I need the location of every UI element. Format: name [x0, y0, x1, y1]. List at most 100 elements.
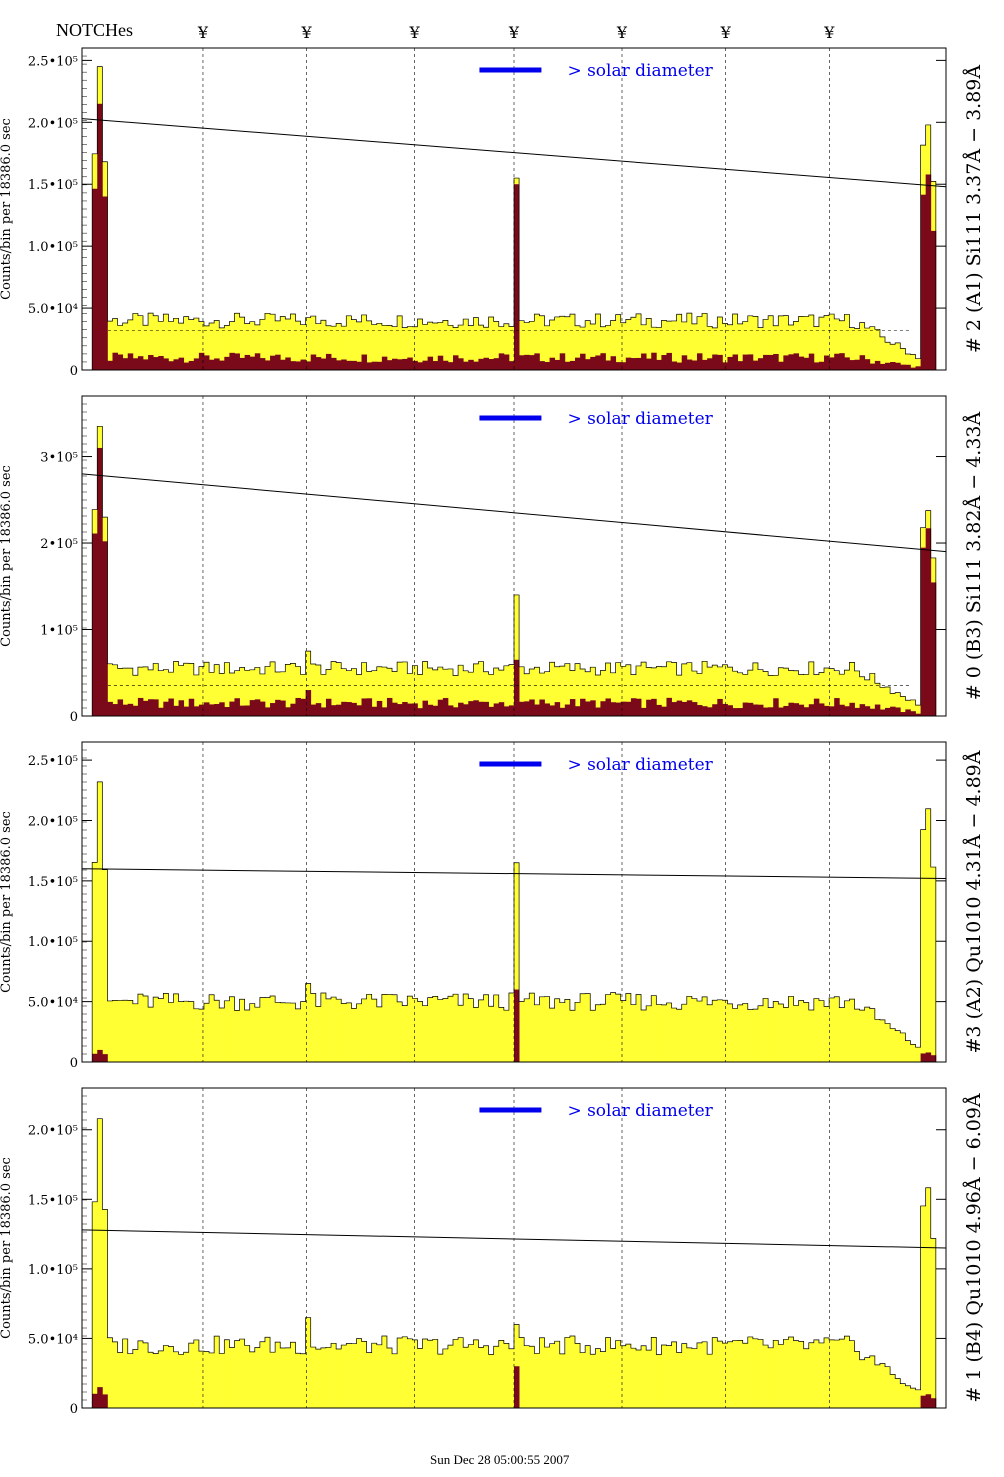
histogram-bar-total: [696, 673, 703, 716]
histogram-bar-total: [214, 1336, 220, 1408]
histogram-bar-total: [798, 674, 805, 716]
histogram-bar-total: [534, 314, 540, 370]
histogram-bar-total: [585, 993, 591, 1062]
histogram-bar-sub: [127, 703, 134, 716]
histogram-bar-total: [397, 1337, 403, 1408]
histogram-bar-total: [707, 1004, 713, 1062]
histogram-bar-sub: [539, 699, 545, 716]
histogram-bar-total: [427, 997, 434, 1062]
histogram-bar-total: [829, 1339, 835, 1408]
notch-marker: ¥: [823, 23, 835, 42]
histogram-bar-total: [117, 668, 124, 716]
histogram-bar-total: [844, 1000, 850, 1062]
histogram-bar-sub: [300, 359, 307, 370]
histogram-bar-total: [564, 1337, 571, 1408]
histogram-bar-sub: [295, 697, 301, 716]
histogram-bar-total: [203, 1351, 210, 1408]
histogram-bar-total: [432, 996, 439, 1062]
histogram-bar-sub: [295, 361, 301, 370]
histogram-bar-total: [879, 687, 886, 716]
histogram-bar-total: [585, 320, 591, 370]
histogram-bar-sub: [270, 703, 276, 716]
histogram-bar-sub: [270, 355, 276, 370]
histogram-bar-sub: [458, 702, 464, 716]
histogram-bar-sub: [463, 361, 469, 370]
histogram-bar-total: [630, 317, 637, 370]
histogram-bar-sub: [773, 353, 779, 370]
histogram-bar-total: [564, 999, 571, 1062]
histogram-bar-total: [366, 320, 373, 370]
histogram-bar-total: [691, 1348, 698, 1408]
histogram-bar-sub: [900, 364, 906, 370]
histogram-bar-total: [341, 1003, 347, 1062]
histogram-bar-total: [173, 993, 179, 1062]
histogram-bar-total: [747, 1009, 754, 1062]
histogram-bar-total: [376, 323, 383, 370]
histogram-bar-total: [183, 663, 190, 716]
histogram-bar-total: [610, 1348, 617, 1408]
histogram-bar-total: [422, 1339, 428, 1408]
histogram-bar-total: [768, 1007, 774, 1062]
histogram-bar-total: [295, 666, 301, 716]
histogram-bar-sub: [488, 359, 495, 370]
histogram-bar-total: [463, 319, 469, 370]
histogram-outline: [82, 425, 946, 717]
histogram-bar-sub: [844, 706, 850, 716]
histogram-bar-total: [590, 667, 596, 716]
histogram-bar-total: [524, 322, 530, 370]
histogram-bar-total: [305, 651, 312, 716]
histogram-bar-sub: [478, 358, 484, 370]
histogram-bar-total: [559, 1353, 566, 1408]
histogram-bar-total: [483, 1345, 489, 1408]
histogram-bar-total: [142, 995, 149, 1062]
histogram-bar-total: [910, 1044, 916, 1062]
histogram-bar-total: [137, 994, 144, 1062]
histogram-bar-total: [320, 992, 327, 1062]
y-tick-label: 2.0•10⁵: [28, 116, 78, 131]
histogram-bar-total: [117, 325, 124, 370]
histogram-bar-sub: [514, 1366, 520, 1408]
histogram-bar-sub: [585, 359, 591, 370]
histogram-bar-sub: [514, 659, 520, 716]
histogram-bar-total: [676, 1009, 683, 1062]
histogram-bar-total: [890, 1374, 896, 1408]
histogram-bar-total: [498, 326, 505, 370]
histogram-bar-sub: [498, 702, 505, 716]
histogram-bar-sub: [148, 699, 154, 716]
histogram-bar-sub: [214, 358, 220, 370]
histogram-bar-total: [392, 994, 398, 1062]
histogram-bar-total: [270, 995, 276, 1062]
histogram-bar-total: [574, 325, 581, 370]
histogram-bar-total: [757, 669, 764, 716]
histogram-bar-sub: [752, 360, 759, 370]
histogram-bar-total: [707, 326, 713, 370]
histogram-bar-total: [453, 675, 459, 716]
histogram-bar-sub: [849, 702, 855, 716]
histogram-bar-total: [356, 674, 362, 716]
histogram-bar-total: [722, 1000, 728, 1062]
histogram-bar-total: [859, 676, 866, 716]
histogram-bar-sub: [193, 706, 200, 716]
histogram-bar-total: [402, 327, 408, 370]
histogram-bar-sub: [153, 699, 159, 716]
histogram-bar-total: [224, 1339, 230, 1408]
histogram-bar-sub: [798, 356, 805, 370]
histogram-bar-total: [900, 1383, 906, 1408]
y-tick-label: 2•10⁵: [40, 537, 78, 552]
histogram-bar-total: [493, 994, 500, 1062]
y-tick-label: 1.5•10⁵: [28, 178, 78, 193]
histogram-bar-total: [422, 1005, 428, 1062]
histogram-bar-total: [361, 662, 368, 716]
histogram-bar-total: [234, 313, 240, 370]
histogram-bar-total: [239, 317, 246, 370]
histogram-bar-sub: [625, 357, 632, 370]
histogram-bar-total: [407, 326, 413, 370]
histogram-bar-sub: [890, 362, 896, 370]
histogram-bar-total: [864, 328, 871, 370]
histogram-bar-sub: [514, 184, 520, 370]
histogram-bar-sub: [752, 704, 759, 716]
histogram-bar-sub: [325, 353, 332, 370]
histogram-bar-sub: [412, 703, 418, 716]
histogram-bar-total: [320, 1347, 327, 1408]
